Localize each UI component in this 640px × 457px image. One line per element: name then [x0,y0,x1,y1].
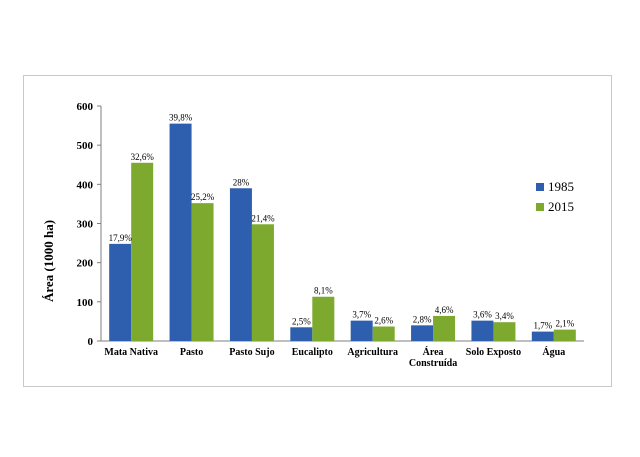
bar-2015-7 [553,329,576,341]
bar-1985-2 [229,188,252,341]
bar-2015-3 [312,296,335,341]
data-label-1985-7: 1,7% [533,321,552,331]
data-label-1985-6: 3,6% [473,310,492,320]
category-labels: Mata Nativa Pasto Pasto Sujo Eucalipto Agric… [104,346,565,369]
y-tick-label: 600 [77,101,94,113]
data-label-2015-6: 3,4% [495,311,514,321]
bar-2015-4 [372,326,395,341]
bar-1985-6 [471,320,494,341]
bar-1985-3 [290,327,313,341]
category-label: Construída [409,358,457,369]
legend-swatch-1985 [536,183,544,191]
bar-2015-1 [191,203,214,341]
data-label-2015-2: 21,4% [251,213,275,223]
legend-label-1985: 1985 [548,179,574,194]
data-label-1985-4: 3,7% [352,310,371,320]
bar-2015-5 [433,315,456,341]
data-labels: 17,9% 32,6% 39,8% 25,2% 28% 21,4% 2,5% 8,1% 3,7%… [109,113,575,331]
data-label-2015-4: 2,6% [374,316,393,326]
data-label-2015-5: 4,6% [435,305,454,315]
data-label-1985-0: 17,9% [109,233,133,243]
data-label-1985-1: 39,8% [169,113,193,123]
bar-1985-4 [350,320,373,341]
y-tick-label: 400 [77,179,94,191]
legend-label-2015: 2015 [548,199,574,214]
category-label: Pasto [180,347,203,358]
data-label-1985-3: 2,5% [292,316,311,326]
category-label: Agricultura [347,347,398,358]
category-label: Mata Nativa [104,347,158,358]
bar-2015-6 [493,322,516,341]
y-tick-labels: 0 100 200 300 400 500 600 [77,101,94,348]
y-axis-title: Área (1000 ha) [41,220,56,302]
bar-1985-7 [531,331,554,341]
y-tick-label: 100 [77,297,94,309]
category-label: Solo Exposto [466,347,521,358]
data-label-2015-7: 2,1% [555,319,574,329]
legend: 1985 2015 [536,179,574,214]
data-label-1985-2: 28% [233,177,250,187]
bar-1985-0 [109,243,132,341]
y-tick-label: 200 [77,258,94,270]
bar-chart: Área (1000 ha) 0 100 200 300 400 500 600 17,9%… [41,101,584,369]
category-label: Área [423,346,444,358]
bars [109,123,576,341]
data-label-2015-0: 32,6% [131,152,155,162]
category-label: Eucalipto [292,347,333,358]
data-label-2015-1: 25,2% [191,192,215,202]
bar-2015-0 [131,162,154,341]
category-label: Pasto Sujo [229,347,274,358]
y-tick-label: 300 [77,219,94,231]
category-label: Água [542,346,565,358]
data-label-1985-5: 2,8% [413,314,432,324]
y-axis-title-group: Área (1000 ha) [41,220,56,302]
legend-swatch-2015 [536,203,544,211]
bar-1985-5 [411,325,434,341]
data-label-2015-3: 8,1% [314,286,333,296]
bar-2015-2 [251,224,274,341]
chart-frame: Área (1000 ha) 0 100 200 300 400 500 600 17,9%… [23,75,612,387]
y-tick-label: 0 [88,336,94,348]
bar-1985-1 [169,123,192,341]
y-tick-label: 500 [77,140,94,152]
